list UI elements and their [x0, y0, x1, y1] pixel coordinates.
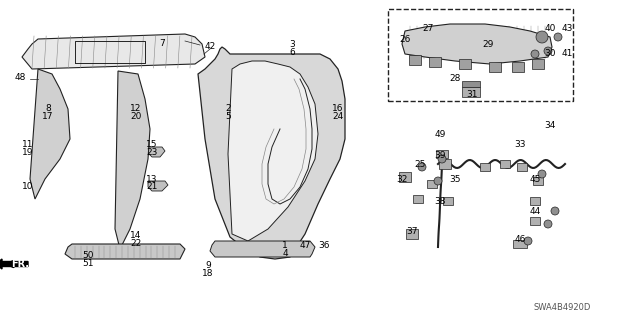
Polygon shape [210, 241, 315, 257]
Bar [489, 62, 501, 72]
Text: 46: 46 [515, 234, 525, 243]
Polygon shape [22, 34, 205, 69]
Text: 43: 43 [561, 25, 573, 33]
Polygon shape [115, 71, 150, 249]
Bar [532, 59, 544, 69]
Text: 1: 1 [282, 241, 288, 249]
Text: 21: 21 [147, 182, 157, 191]
Text: 33: 33 [515, 140, 525, 150]
Text: 29: 29 [483, 41, 493, 49]
Bar [409, 55, 421, 65]
Bar [513, 240, 527, 248]
Text: 12: 12 [131, 105, 141, 114]
Bar [406, 229, 418, 239]
Text: 14: 14 [131, 231, 141, 240]
Text: 8: 8 [45, 105, 51, 114]
Text: 2: 2 [225, 105, 231, 114]
Bar [427, 180, 437, 188]
Circle shape [438, 155, 446, 163]
Polygon shape [148, 147, 165, 157]
Polygon shape [198, 47, 345, 259]
Text: 13: 13 [147, 174, 157, 183]
Polygon shape [30, 69, 70, 199]
Bar [413, 195, 423, 203]
Bar [443, 197, 453, 205]
Circle shape [544, 220, 552, 228]
Text: 11: 11 [22, 140, 34, 150]
Circle shape [544, 47, 552, 55]
Text: 22: 22 [131, 239, 141, 248]
Text: 10: 10 [22, 182, 34, 191]
Text: 23: 23 [147, 149, 157, 158]
Bar [439, 159, 451, 169]
Text: SWA4B4920D: SWA4B4920D [533, 302, 591, 311]
Text: 38: 38 [435, 197, 445, 206]
Text: 50: 50 [83, 251, 93, 261]
Text: 47: 47 [300, 241, 310, 249]
Text: 24: 24 [332, 113, 344, 122]
Text: 20: 20 [131, 113, 141, 122]
Circle shape [538, 170, 546, 178]
Circle shape [554, 33, 562, 41]
Text: 48: 48 [14, 73, 26, 83]
Text: 5: 5 [225, 113, 231, 122]
Polygon shape [402, 24, 552, 64]
Polygon shape [148, 181, 168, 191]
Circle shape [536, 31, 548, 43]
Bar [500, 160, 510, 168]
Text: 35: 35 [449, 174, 461, 183]
Text: 42: 42 [204, 42, 216, 51]
Text: 15: 15 [147, 140, 157, 150]
Text: 32: 32 [396, 174, 408, 183]
Text: 37: 37 [406, 227, 418, 236]
Text: FR.: FR. [11, 259, 29, 269]
Bar [512, 62, 524, 72]
Circle shape [418, 163, 426, 171]
Bar [436, 150, 448, 158]
Text: 16: 16 [332, 105, 344, 114]
Text: 28: 28 [449, 75, 461, 84]
FancyArrow shape [0, 259, 28, 269]
Text: 17: 17 [42, 113, 54, 122]
Bar [459, 59, 471, 69]
Text: 27: 27 [422, 25, 434, 33]
Bar [517, 163, 527, 171]
Bar [388, 9, 573, 101]
Bar [533, 177, 543, 185]
Text: 31: 31 [467, 91, 477, 100]
Text: 3: 3 [289, 41, 295, 49]
Text: 49: 49 [435, 130, 445, 139]
Text: 9: 9 [205, 261, 211, 270]
Bar [530, 197, 540, 205]
Text: 44: 44 [529, 207, 541, 217]
Text: 45: 45 [529, 174, 541, 183]
Text: 7: 7 [159, 39, 165, 48]
Circle shape [551, 207, 559, 215]
Polygon shape [228, 61, 318, 241]
Bar [480, 163, 490, 171]
Circle shape [524, 237, 532, 245]
Text: 39: 39 [435, 151, 445, 160]
Polygon shape [65, 244, 185, 259]
Bar [462, 81, 480, 87]
Text: 26: 26 [399, 34, 411, 43]
Text: 6: 6 [289, 48, 295, 57]
Bar [530, 217, 540, 225]
Circle shape [531, 50, 539, 58]
Text: 34: 34 [544, 122, 556, 130]
Text: 19: 19 [22, 149, 34, 158]
Bar [462, 87, 480, 97]
Text: 41: 41 [561, 49, 573, 58]
Text: 51: 51 [83, 259, 93, 269]
Text: 30: 30 [544, 49, 556, 58]
Bar [429, 57, 441, 67]
Text: 40: 40 [544, 25, 556, 33]
Circle shape [434, 177, 442, 185]
Text: 18: 18 [202, 269, 214, 278]
Bar [399, 172, 411, 182]
Text: 4: 4 [282, 249, 288, 257]
Text: 25: 25 [414, 160, 426, 169]
Text: 36: 36 [318, 241, 330, 249]
